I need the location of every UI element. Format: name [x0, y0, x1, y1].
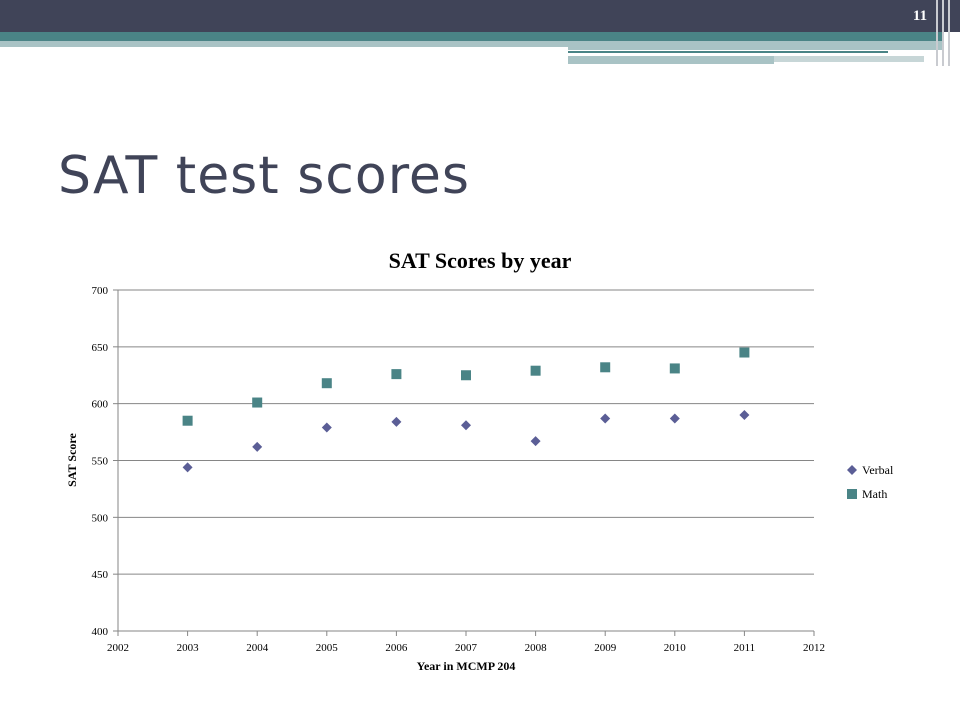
math-legend-label: Math: [862, 487, 887, 501]
x-tick-label: 2006: [385, 642, 408, 654]
accent-band: [0, 32, 944, 41]
verbal-data-point: [739, 410, 750, 421]
accent-band-lower: [568, 56, 774, 64]
verbal-data-point: [321, 422, 332, 433]
verbal-legend-label: Verbal: [862, 463, 894, 477]
math-legend-marker: [847, 489, 857, 499]
math-data-point: [530, 365, 541, 376]
verbal-data-point: [182, 462, 193, 473]
y-axis-label: SAT Score: [65, 432, 79, 486]
slide-title: SAT test scores: [58, 146, 471, 206]
y-tick-label: 400: [92, 626, 109, 638]
y-tick-label: 600: [92, 399, 109, 411]
decorative-line: [942, 0, 944, 66]
verbal-data-point: [600, 413, 611, 424]
x-tick-label: 2012: [803, 642, 825, 654]
sat-scores-chart: SAT Scores by year 400 450 500 550 600 650 700…: [65, 248, 894, 673]
x-axis-label: Year in MCMP 204: [417, 659, 516, 673]
verbal-data-point: [252, 441, 263, 452]
x-tick-label: 2005: [316, 642, 339, 654]
x-tick-label: 2003: [177, 642, 200, 654]
math-data-point: [321, 378, 332, 389]
x-tick-label: 2011: [734, 642, 756, 654]
x-tick-label: 2002: [107, 642, 129, 654]
y-tick-label: 700: [92, 285, 109, 297]
x-tick-labels: 2002 2003 2004 2005 2006 2007 2008 2009 2010 2011…: [107, 642, 825, 654]
math-data-point: [252, 397, 263, 408]
x-tick-label: 2009: [594, 642, 617, 654]
math-data-point: [182, 415, 193, 426]
x-tick-label: 2010: [664, 642, 687, 654]
math-data-point: [669, 363, 680, 374]
x-tick-label: 2008: [525, 642, 548, 654]
x-tick-label: 2007: [455, 642, 478, 654]
y-tick-labels: 400 450 500 550 600 650 700: [92, 285, 109, 638]
accent-band-light: [0, 41, 568, 47]
math-data-point: [391, 369, 402, 380]
y-tick-label: 650: [92, 342, 109, 354]
chart-title: SAT Scores by year: [389, 248, 572, 273]
verbal-data-point: [391, 416, 402, 427]
accent-band-light-right: [568, 41, 944, 50]
data-points: [182, 347, 750, 473]
gridlines: [118, 289, 814, 632]
decorative-line: [948, 0, 950, 66]
chart-legend: Verbal Math: [847, 463, 894, 501]
verbal-legend-marker: [847, 465, 857, 475]
axes: [113, 289, 815, 636]
y-tick-label: 550: [92, 456, 109, 468]
accent-band-lower-right: [774, 56, 924, 62]
verbal-data-point: [669, 413, 680, 424]
y-tick-label: 450: [92, 569, 109, 581]
header-bar: [0, 0, 960, 32]
verbal-data-point: [530, 436, 541, 447]
accent-thin-line: [568, 51, 888, 53]
math-data-point: [461, 370, 471, 381]
math-data-point: [600, 362, 611, 373]
decorative-line: [936, 0, 938, 66]
math-data-point: [739, 347, 750, 358]
verbal-data-point: [461, 420, 471, 431]
x-tick-label: 2004: [246, 642, 269, 654]
page-number: 11: [912, 8, 928, 24]
y-tick-label: 500: [92, 512, 109, 524]
